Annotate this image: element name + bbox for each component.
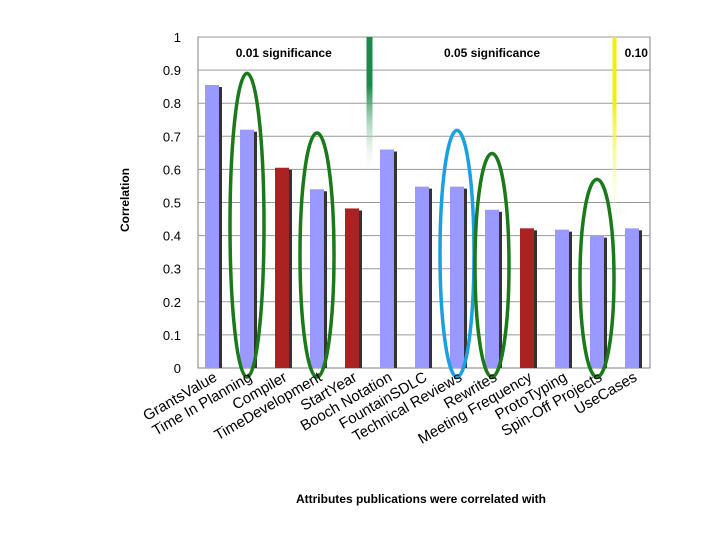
bar-compiler bbox=[275, 167, 292, 368]
y-tick-label: 0.2 bbox=[163, 295, 181, 310]
gridlines bbox=[198, 36, 650, 336]
bar-body bbox=[555, 229, 569, 368]
bar-body bbox=[310, 189, 324, 368]
bar-technical-reviews bbox=[450, 186, 467, 368]
bar-prototyping bbox=[555, 229, 572, 368]
y-axis-title: Correlation bbox=[118, 168, 132, 232]
bar-body bbox=[240, 129, 254, 368]
y-tick-label: 1 bbox=[174, 30, 181, 45]
x-axis-title: Attributes publications were correlated … bbox=[296, 492, 546, 506]
highlight-ovals bbox=[228, 71, 616, 379]
bar-body bbox=[590, 235, 604, 368]
y-tick-label: 0.6 bbox=[163, 162, 181, 177]
y-tick-label: 0.7 bbox=[163, 129, 181, 144]
highlight-oval bbox=[578, 177, 616, 379]
bar-rewrites bbox=[485, 209, 502, 368]
significance-divider-010 bbox=[612, 37, 617, 237]
bar-body bbox=[450, 186, 464, 368]
highlight-oval bbox=[228, 71, 266, 379]
significance-divider-001 bbox=[366, 37, 373, 177]
bar-meeting-frequency bbox=[520, 228, 537, 368]
significance-band-label: 0.05 significance bbox=[444, 46, 540, 60]
bar-spin-off-projects bbox=[590, 235, 607, 368]
bar-startyear bbox=[345, 208, 362, 368]
highlight-oval bbox=[473, 151, 511, 379]
y-tick-label: 0 bbox=[174, 361, 181, 376]
bar-body bbox=[520, 228, 534, 368]
bar-body bbox=[625, 228, 639, 368]
bar-booch-notation bbox=[380, 149, 397, 368]
bar-grantsvalue bbox=[205, 84, 222, 369]
bar-body bbox=[415, 186, 429, 368]
significance-band-label: 0.01 significance bbox=[236, 46, 332, 60]
bar-time-in-planning bbox=[240, 129, 257, 368]
y-tick-label: 0.8 bbox=[163, 96, 181, 111]
bar-body bbox=[380, 149, 394, 368]
bar-usecases bbox=[625, 228, 642, 368]
bar-timedevelopment bbox=[310, 189, 327, 368]
y-tick-label: 0.3 bbox=[163, 262, 181, 277]
y-tick-labels: 0 0.1 0.2 0.3 0.4 0.5 0.6 0.7 0.8 0.9 1 bbox=[163, 30, 181, 376]
significance-band-labels: 0.01 significance 0.05 significance 0.10 bbox=[236, 46, 649, 60]
highlight-oval bbox=[298, 131, 336, 379]
bar-body bbox=[345, 208, 359, 368]
y-tick-label: 0.9 bbox=[163, 63, 181, 78]
y-tick-label: 0.5 bbox=[163, 196, 181, 211]
bar-body bbox=[205, 84, 219, 369]
bar-fountainsdlc bbox=[415, 186, 432, 368]
y-tick-label: 0.4 bbox=[163, 229, 181, 244]
significance-dividers bbox=[366, 37, 617, 237]
bar-body bbox=[485, 209, 499, 368]
bar-body bbox=[275, 167, 289, 368]
y-tick-label: 0.1 bbox=[163, 328, 181, 343]
significance-band-label: 0.10 bbox=[625, 46, 649, 60]
bars bbox=[205, 84, 642, 369]
